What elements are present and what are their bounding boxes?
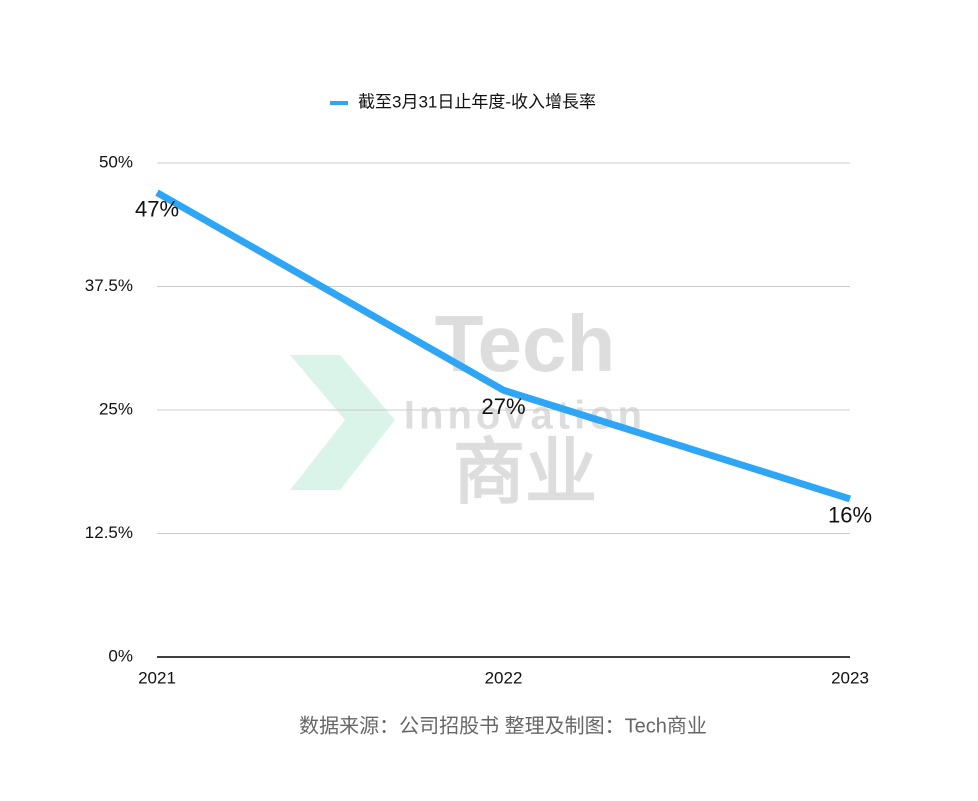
data-label: 16% [828, 503, 872, 528]
x-tick-label: 2023 [831, 668, 869, 687]
source-note: 数据来源：公司招股书 整理及制图：Tech商业 [299, 714, 707, 737]
watermark-text: 商业 [453, 433, 597, 513]
x-tick-label: 2022 [485, 668, 523, 687]
watermark-text: Tech [435, 299, 616, 388]
y-tick-label: 0% [108, 646, 133, 665]
x-tick-label: 2021 [138, 668, 176, 687]
watermark-logo [290, 355, 395, 490]
watermark-text: Innovation [404, 394, 646, 438]
watermark: Tech Innovation 商业 [290, 299, 646, 513]
data-label: 27% [481, 394, 525, 419]
y-tick-label: 37.5% [85, 276, 133, 295]
y-tick-label: 50% [99, 152, 133, 171]
legend-label: 截至3月31日止年度-收入增長率 [358, 92, 596, 111]
data-line [155, 189, 852, 503]
y-tick-label: 25% [99, 399, 133, 418]
data-label: 47% [135, 196, 179, 221]
y-tick-label: 12.5% [85, 523, 133, 542]
